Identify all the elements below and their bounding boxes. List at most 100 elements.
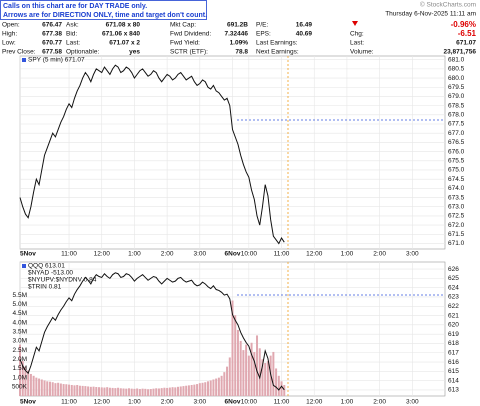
volume-bar [24,366,27,396]
notice-box [0,0,207,20]
volume-bar [111,387,114,396]
volume-bar [138,389,141,396]
x-tick-label: 12:00 [306,251,323,258]
quote-value: 7.32446 [225,31,249,38]
volume-bar [266,361,269,396]
y-tick-label: 616 [448,359,459,366]
volume-bar [275,368,278,396]
volume-bar [54,383,57,396]
volume-bar [223,372,226,396]
volume-bar [46,381,49,396]
legend-label: SPY (5 min) 671.07 [28,57,85,64]
quote-value: -0.96% [451,20,476,29]
y-tick-label: 675.5 [448,157,465,164]
volume-bar [48,381,51,396]
quote-label: Last: [350,40,364,47]
quote-label: Optionable: [66,49,99,56]
x-tick-label: 11:00 [274,399,290,406]
y-tick-label: 678.5 [448,102,465,109]
x-tick-label: 12:00 [94,399,111,406]
x-tick-label: 2:00 [161,399,174,406]
volume-bar [171,387,174,396]
volume-bar [76,384,79,396]
volume-bar [177,386,180,396]
quote-value: 671.08 x 80 [106,22,141,29]
x-tick-label: 3:00 [406,399,419,406]
x-tick-label: 2:00 [161,251,174,258]
x-tick-label: 1:00 [128,251,141,258]
y-tick-label: 681.0 [448,56,465,63]
x-tick-label: 6Nov [225,251,241,258]
x-tick-label: 1:00 [341,399,354,406]
volume-bar [258,348,261,396]
x-tick-label: 10:00 [241,399,258,406]
volume-bar [59,383,62,396]
y-tick-label: 679.5 [448,84,465,91]
y-tick-label: 671.5 [448,231,465,238]
y-tick-label: 674.5 [448,176,465,183]
y-tick-label: 626 [448,266,459,273]
y-tick-label: 615 [448,368,459,375]
volume-bar [236,329,239,396]
volume-bar [19,344,21,396]
volume-bar [242,350,245,396]
volume-bar [32,375,35,396]
volume-bar [130,388,133,396]
volume-bar [250,342,253,396]
volume-bar [114,388,117,396]
x-tick-label: 6Nov [225,399,241,406]
y2-tick-label: 3.5M [13,328,27,335]
quote-label: High: [2,31,17,38]
volume-bar [152,388,155,396]
quote-value: -6.51 [458,29,477,38]
volume-bar [84,386,87,396]
volume-bar [122,388,125,396]
volume-bar [62,384,65,396]
quote-value: 691.2B [227,22,248,29]
y-tick-label: 676.5 [448,139,465,146]
volume-bar [65,384,68,396]
y2-tick-label: 4.0M [13,319,27,326]
y-tick-label: 678.0 [448,112,465,119]
y-tick-label: 619 [448,331,459,338]
y-tick-label: 625 [448,275,459,282]
volume-bar [283,384,286,396]
y-tick-label: 672.0 [448,222,465,229]
volume-bar [166,387,169,396]
volume-bar [264,362,267,396]
volume-bar [70,384,73,396]
quote-label: Next Earnings: [256,49,299,56]
quote-label: Fwd Yield: [170,40,200,47]
x-tick-label: 3:00 [406,251,419,258]
volume-bar [228,357,231,396]
copyright: © StockCharts.com [420,1,476,9]
volume-bar [87,386,90,396]
volume-bar [272,351,275,396]
y2-tick-label: 5.0M [13,301,27,308]
quote-label: SCTR (ETF): [170,49,208,56]
volume-bar [100,387,103,396]
quote-label: Fwd Dividend: [170,31,211,38]
volume-bar [119,388,122,396]
x-tick-label: 12:00 [94,251,111,258]
y-tick-label: 680.5 [448,66,465,73]
volume-bar [209,380,212,396]
volume-bar [168,387,171,396]
volume-bar [157,388,160,396]
x-tick-label: 3:00 [193,251,206,258]
volume-bar [193,384,196,396]
volume-bar [57,382,60,396]
price-line [19,272,285,391]
y-tick-label: 677.5 [448,121,465,128]
y-tick-label: 624 [448,284,459,291]
volume-bar [215,378,218,396]
volume-bar [106,387,109,396]
quote-label: Volume: [350,49,374,56]
y2-tick-label: 5.5M [13,292,27,299]
volume-bar [160,388,163,396]
y-tick-label: 618 [448,340,459,347]
volume-bar [108,387,111,396]
y2-tick-label: 1.5M [13,365,27,372]
y-tick-label: 679.0 [448,93,465,100]
